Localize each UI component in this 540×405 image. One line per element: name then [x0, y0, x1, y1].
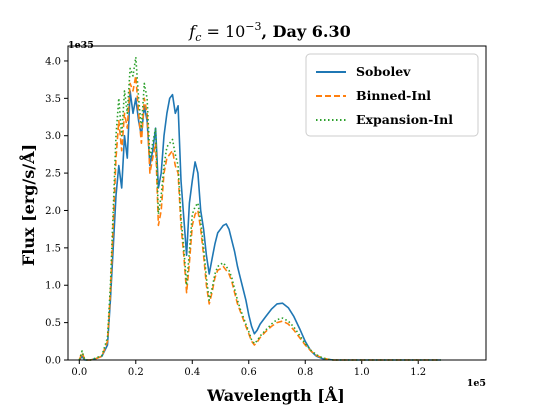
y-axis-title: Flux [erg/s/Å]: [17, 144, 38, 266]
tick-layer: 0.0 0.2 0.4 0.6 0.8 1.0 1.2 0.0 0.5 1.0 1.5 2.0 2.5 3…: [45, 56, 426, 378]
legend-label-expansion-inl: Expansion-Inl: [356, 112, 453, 127]
title-rest: , Day 6.30: [262, 22, 351, 41]
legend-label-binned-inl: Binned-Inl: [356, 88, 431, 103]
x-axis-title: Wavelength [Å]: [206, 384, 345, 405]
title-sub: c: [195, 31, 201, 44]
y-tick-label: 3.0: [45, 131, 61, 142]
y-tick-label: 0.0: [45, 356, 61, 367]
title-f: f: [188, 22, 198, 41]
y-tick-label: 1.0: [45, 281, 61, 292]
y-tick-label: 3.5: [45, 94, 61, 105]
plot-area: [78, 56, 441, 361]
y-tick-label: 2.0: [45, 206, 61, 217]
x-tick-label: 0.8: [297, 367, 313, 378]
title-sup: −3: [245, 20, 261, 33]
legend-box: [305, 53, 479, 137]
plot-frame: [67, 45, 487, 361]
y-tick-label: 2.5: [45, 169, 61, 180]
series-line-sobolev: [78, 90, 441, 361]
x-tick-label: 0.4: [184, 367, 200, 378]
chart-title: fc = 10−3, Day 6.30: [188, 20, 350, 44]
y-tick-label: 0.5: [45, 318, 61, 329]
series-line-expansion-inl: [78, 56, 441, 361]
legend-label-sobolev: Sobolev: [356, 64, 411, 79]
x-tick-label: 1.2: [410, 367, 426, 378]
x-tick-label: 1.0: [354, 367, 370, 378]
x-tick-label: 0.0: [71, 367, 87, 378]
x-tick-label: 0.6: [241, 367, 257, 378]
x-tick-label: 0.2: [128, 367, 144, 378]
y-tick-label: 4.0: [45, 56, 61, 67]
legend: Sobolev Binned-Inl Expansion-Inl: [305, 53, 479, 137]
title-eq: = 10: [201, 22, 245, 41]
x-offset-label: 1e5: [467, 378, 486, 389]
y-tick-label: 1.5: [45, 243, 61, 254]
